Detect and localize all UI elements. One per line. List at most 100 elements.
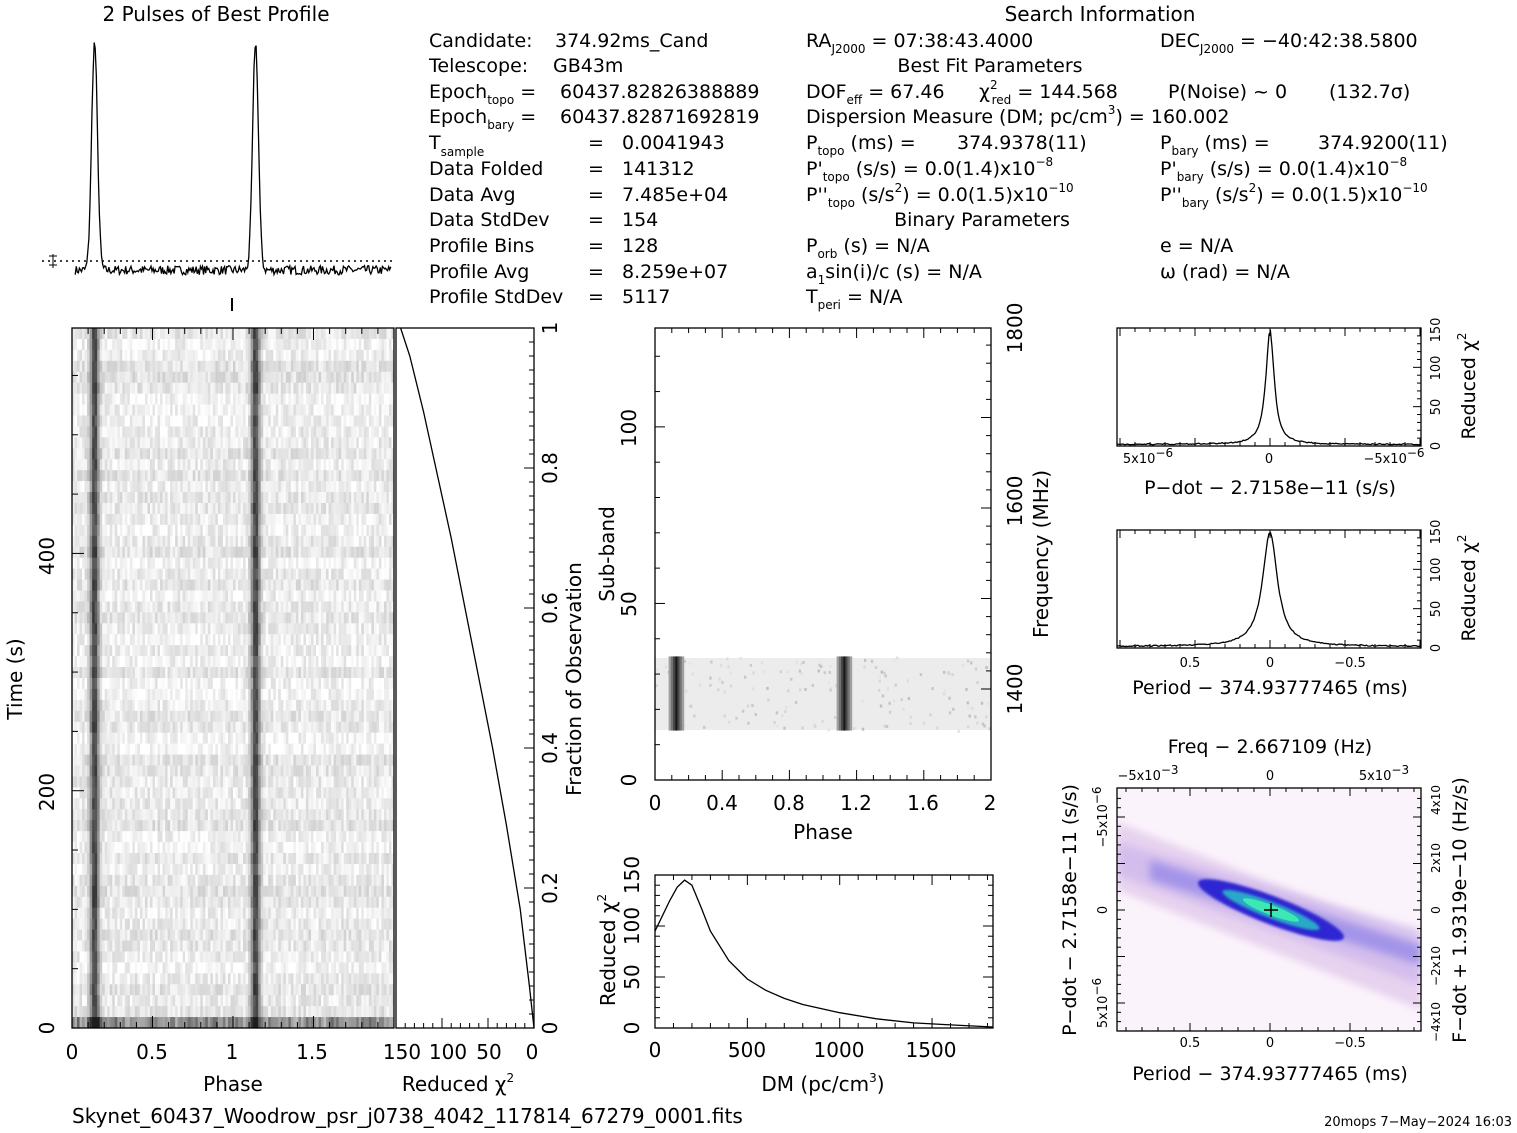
tp-cell (167, 459, 171, 471)
tp-cell (79, 349, 83, 362)
tp-cell (391, 699, 394, 712)
tp-cell (361, 634, 365, 646)
tp-cell (348, 678, 352, 690)
tp-cell (212, 393, 216, 405)
tp-cell (381, 459, 385, 471)
tp-cell (238, 557, 241, 570)
tp-cell (373, 437, 377, 449)
tp-cell (300, 546, 304, 559)
tp-cell (313, 503, 317, 515)
tp-cell (220, 590, 224, 602)
tp-cell (285, 437, 289, 449)
tp-cell (323, 557, 327, 570)
tp-cell (202, 656, 206, 668)
tp-cell (132, 721, 136, 734)
tp-cell (283, 349, 287, 362)
tp-cell (298, 470, 302, 482)
tp-cell (122, 699, 126, 712)
tp-cell (200, 328, 204, 340)
tp-cell (300, 568, 304, 580)
tp-cell (122, 492, 126, 504)
tp-cell (119, 579, 123, 591)
tp-cell (142, 415, 146, 427)
tp-cell (343, 721, 347, 734)
tp-cell (127, 688, 131, 701)
tp-cell (293, 557, 297, 570)
tp-cell (351, 688, 355, 701)
tp-cell (152, 645, 156, 657)
tp-cell (109, 732, 113, 745)
tp-cell (260, 645, 264, 657)
tp-cell (338, 338, 342, 351)
dm-value: = 160.002 (1129, 106, 1230, 128)
tp-cell (386, 415, 390, 427)
tp-cell (175, 721, 179, 734)
tp-cell (308, 721, 312, 734)
tp-cell (170, 601, 174, 613)
tp-cell (129, 415, 133, 427)
tp-cell (82, 426, 85, 438)
tp-cell (92, 667, 96, 679)
tp-cell (117, 656, 121, 668)
epoch-topo-value: 60437.82826388889 (560, 81, 759, 103)
tp-cell (102, 623, 106, 635)
tp-cell (326, 535, 329, 548)
tp-cell (290, 623, 294, 635)
tp-cell (155, 645, 158, 657)
tp-cell (160, 513, 163, 526)
tp-cell (160, 568, 163, 580)
tp-cell (84, 579, 88, 591)
tp-cell (160, 338, 163, 351)
tp-cell (132, 448, 136, 460)
tp-cell (346, 732, 350, 745)
tp-cell (230, 426, 234, 438)
tp-cell (200, 688, 204, 701)
tp-cell (139, 743, 143, 755)
tp-cell (155, 470, 158, 482)
tp-cell (293, 393, 297, 405)
tp-cell (227, 328, 231, 340)
tp-cell (326, 349, 329, 362)
tp-cell (313, 721, 317, 734)
tp-cell (381, 535, 385, 548)
tp-cell (305, 470, 309, 482)
tp-cell (326, 612, 329, 624)
p-noise: P(Noise) ~ 0 (1168, 81, 1287, 103)
tp-cell (202, 688, 206, 701)
tp-cell (253, 732, 257, 745)
tp-cell (172, 415, 176, 427)
tp-cell (77, 645, 80, 657)
tp-cell (124, 481, 128, 493)
tp-cell (137, 338, 141, 351)
tp-cell (343, 557, 347, 570)
tp-cell (283, 513, 287, 526)
tp-cell (77, 415, 80, 427)
tp-cell (220, 393, 224, 405)
tp-cell (190, 349, 194, 362)
tp-cell (253, 360, 257, 373)
tp-cell (142, 426, 146, 438)
tp-cell (124, 645, 128, 657)
tp-cell (142, 612, 146, 624)
tp-cell (197, 393, 201, 405)
tp-cell (215, 338, 219, 351)
tp-cell (112, 535, 116, 548)
tp-cell (308, 415, 312, 427)
tp-cell (147, 743, 151, 755)
tp-cell (255, 481, 259, 493)
tp-cell (328, 535, 332, 548)
tp-cell (107, 590, 111, 602)
tp-cell (147, 688, 151, 701)
tp-cell (313, 678, 317, 690)
tp-cell (250, 579, 254, 591)
tp-cell (303, 393, 307, 405)
tp-cell (283, 481, 287, 493)
tp-cell (373, 349, 377, 362)
tp-cell (275, 503, 279, 515)
tp-cell (288, 426, 292, 438)
tp-cell (197, 688, 201, 701)
tp-cell (79, 513, 83, 526)
tp-cell (260, 338, 264, 351)
tp-cell (363, 349, 367, 362)
tp-cell (170, 667, 174, 679)
